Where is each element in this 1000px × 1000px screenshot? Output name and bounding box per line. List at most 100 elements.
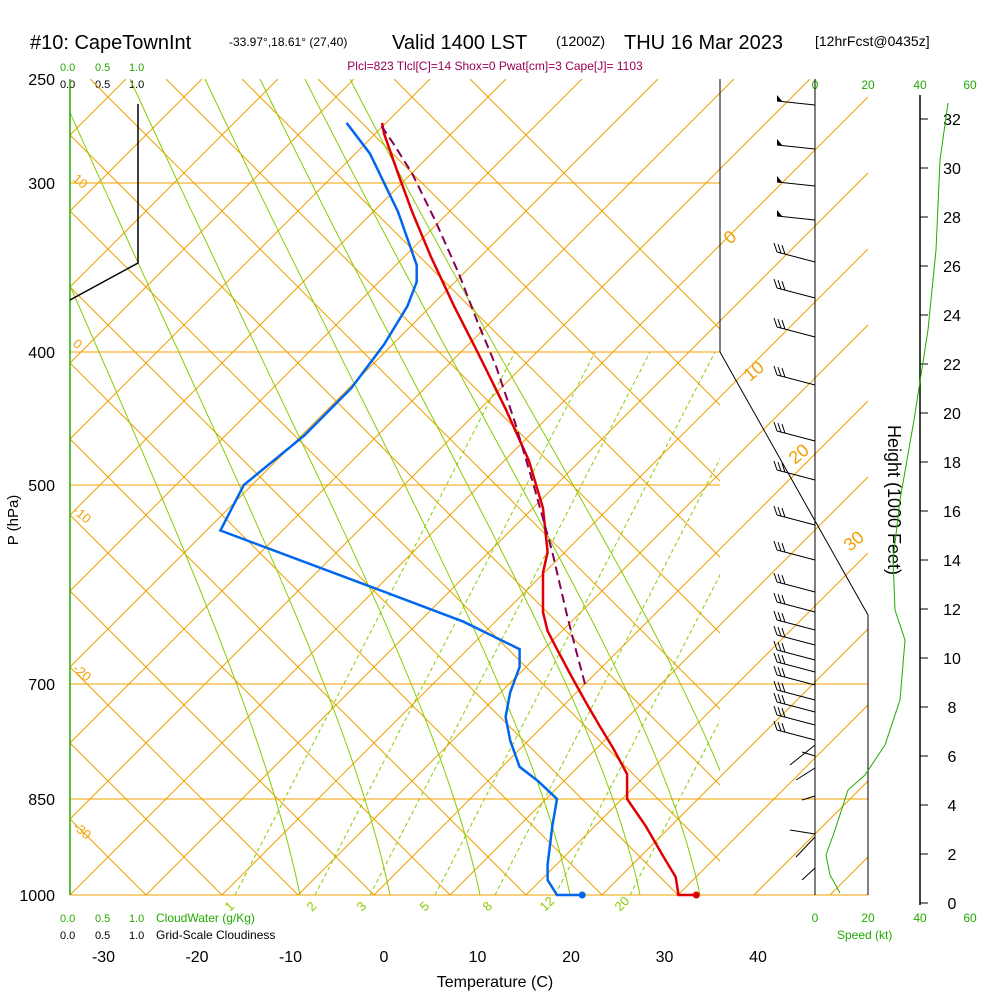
isotherm-line — [70, 79, 355, 364]
isotherm-line — [70, 79, 583, 592]
mixing-ratio-label: 5 — [417, 898, 433, 914]
wind-barb-staff — [776, 326, 816, 338]
isobar-lines — [70, 182, 868, 896]
wind-barb-feather — [781, 508, 786, 518]
wind-barb-staff — [776, 619, 816, 631]
isotherm-line — [677, 704, 868, 895]
cloudwater-tick-bottom: 0.0 — [60, 913, 75, 925]
speed-tick-bottom: 0 — [812, 911, 819, 925]
speed-axis-top: 0 20 40 60 — [812, 78, 977, 92]
wind-barb — [773, 640, 816, 661]
isotherm-line — [525, 552, 868, 895]
wind-barb-feather — [777, 611, 782, 622]
wind-barb — [773, 278, 816, 299]
mixing-ratio-line — [554, 573, 720, 895]
parcel-line — [378, 122, 586, 685]
cloudwater-tick-top: 0.5 — [95, 62, 110, 74]
wind-barb-staff — [776, 144, 816, 150]
dry-adiabat-line — [70, 590, 375, 895]
speed-tick-top: 20 — [861, 78, 875, 92]
wind-barb-staff — [776, 549, 816, 561]
wind-barb-staff — [776, 100, 816, 106]
dry-adiabat-line — [70, 742, 223, 895]
moist-adiabat-line — [304, 79, 701, 895]
height-tick: 6 — [948, 749, 957, 766]
wind-barb-feather — [777, 243, 782, 254]
wind-barb-feather — [777, 666, 782, 677]
height-tick: 22 — [943, 357, 961, 374]
wind-barb — [773, 692, 816, 713]
wind-barb — [773, 665, 816, 686]
wind-barb-staff — [776, 181, 816, 187]
moist-adiabat-line — [129, 79, 481, 895]
wind-barb — [773, 365, 816, 386]
wind-barb-feather — [777, 366, 782, 377]
wind-barb-staff — [776, 661, 816, 673]
wind-barb-feather — [781, 628, 786, 638]
wind-barb-staff — [776, 714, 816, 726]
wind-barb-feather — [777, 641, 782, 652]
cloudiness-tick-bottom: 1.0 — [129, 930, 144, 942]
surface-temperature-marker — [692, 891, 700, 899]
mixing-ratio-label: 8 — [480, 898, 496, 914]
cloudiness-tick-bottom: 0.5 — [95, 930, 110, 942]
wind-barb — [789, 744, 816, 766]
temperature-tick: -30 — [92, 949, 115, 966]
speed-tick-top: 60 — [963, 78, 977, 92]
height-tick: 30 — [943, 161, 961, 178]
isotherm-line — [70, 79, 659, 668]
isotherm-line — [70, 79, 735, 744]
moist-adiabat-line — [349, 79, 720, 772]
height-tick: 24 — [943, 308, 961, 325]
sounding-params: Plcl=823 Tlcl[C]=14 Shox=0 Pwat[cm]=3 Ca… — [347, 59, 643, 73]
height-tick: 28 — [943, 210, 961, 227]
temperature-line — [380, 122, 697, 897]
wind-barb-flag — [777, 95, 782, 101]
wind-barb-flag — [777, 139, 782, 145]
height-tick: 32 — [943, 112, 961, 129]
temperature-tick: 30 — [656, 949, 674, 966]
wind-barb-feather — [777, 506, 782, 517]
wind-barb — [773, 572, 816, 593]
wind-barb — [801, 751, 816, 757]
wind-barb-feather — [777, 593, 782, 604]
isotherm-line — [70, 79, 811, 820]
mixing-ratio-line — [314, 351, 596, 895]
isotherm-line — [829, 856, 868, 895]
wind-barb-staff — [776, 674, 816, 686]
skewed-boundary — [719, 351, 869, 895]
height-axis-label: Height (1000 Feet) — [884, 425, 904, 575]
isotherm-line — [70, 79, 127, 136]
cloudiness-profile — [69, 104, 139, 301]
dry-adiabat-line — [317, 79, 720, 482]
wind-barb — [773, 460, 816, 481]
wind-barb — [776, 95, 816, 106]
wind-barb-staff — [776, 729, 816, 741]
wind-barb — [773, 625, 816, 646]
wind-barb-feather — [777, 541, 782, 552]
wind-barb-feather — [773, 652, 778, 663]
wind-barb-staff — [776, 689, 816, 701]
temperature-tick: 20 — [562, 949, 580, 966]
wind-barb-staff — [795, 836, 816, 858]
mixing-ratio-line — [369, 351, 651, 895]
height-tick: 0 — [948, 896, 957, 913]
sounding-profiles — [218, 122, 700, 899]
wind-barb-staff — [776, 649, 816, 661]
wind-barb-feather — [773, 365, 778, 376]
wind-barb-feather — [773, 421, 778, 432]
moist-adiabat-lines — [70, 79, 720, 895]
wind-barb-feather — [781, 595, 786, 605]
wind-barb-feather — [773, 242, 778, 253]
height-tick: 4 — [948, 798, 957, 815]
dry-adiabat-line — [70, 818, 147, 895]
wind-barb-feather — [781, 613, 786, 623]
wind-barb-feather — [773, 505, 778, 516]
wind-barb-staff — [776, 634, 816, 646]
isotherm-line — [601, 628, 868, 895]
wind-barb-feather — [773, 720, 778, 731]
wind-barb — [773, 680, 816, 701]
wind-barb-feather — [777, 721, 782, 732]
isotherm-line — [221, 248, 868, 895]
